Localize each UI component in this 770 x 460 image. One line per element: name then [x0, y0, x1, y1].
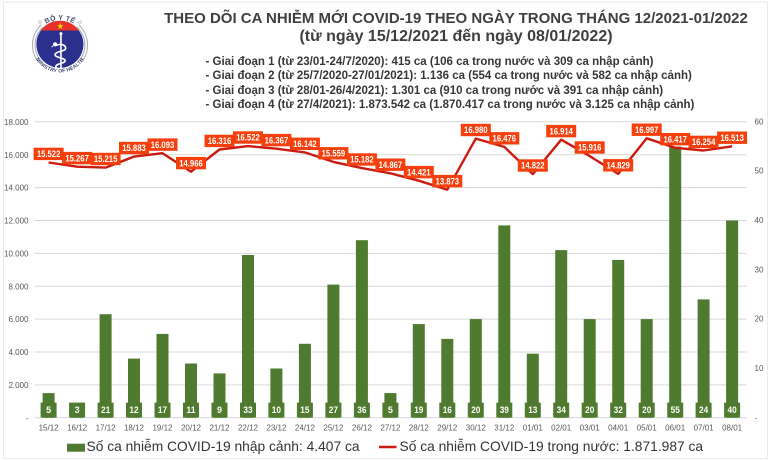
svg-text:60: 60	[755, 117, 764, 126]
svg-text:13.873: 13.873	[436, 176, 460, 186]
svg-text:20: 20	[755, 315, 764, 324]
svg-text:50: 50	[755, 167, 764, 176]
svg-text:05/01: 05/01	[637, 424, 658, 433]
svg-text:03/01: 03/01	[580, 424, 601, 433]
svg-text:6.000: 6.000	[8, 315, 29, 324]
svg-text:10.000: 10.000	[4, 250, 29, 259]
svg-text:28/12: 28/12	[409, 424, 430, 433]
svg-text:12.000: 12.000	[4, 217, 29, 226]
svg-text:20: 20	[471, 405, 480, 415]
svg-text:14.822: 14.822	[521, 161, 545, 171]
svg-text:8.000: 8.000	[8, 282, 29, 291]
svg-text:16.476: 16.476	[493, 134, 517, 144]
svg-text:32: 32	[614, 405, 623, 415]
svg-text:36: 36	[357, 405, 366, 415]
svg-text:19: 19	[414, 405, 423, 415]
svg-text:Số ca nhiễm COVID-19 trong nướ: Số ca nhiễm COVID-19 trong nước: 1.871.9…	[400, 438, 704, 454]
svg-text:27/12: 27/12	[380, 424, 401, 433]
svg-text:14.966: 14.966	[179, 158, 203, 168]
svg-text:16.914: 16.914	[549, 126, 573, 136]
svg-text:16.417: 16.417	[663, 134, 687, 144]
svg-text:16: 16	[443, 405, 452, 415]
svg-text:14.829: 14.829	[606, 161, 630, 171]
svg-text:33: 33	[243, 405, 252, 415]
svg-text:5: 5	[46, 405, 51, 415]
svg-text:34: 34	[557, 405, 566, 415]
svg-text:40: 40	[755, 216, 764, 225]
svg-text:14.421: 14.421	[407, 167, 431, 177]
svg-text:16.997: 16.997	[635, 125, 659, 135]
svg-text:15/12: 15/12	[39, 424, 60, 433]
svg-text:30/12: 30/12	[466, 424, 487, 433]
svg-text:21: 21	[101, 405, 110, 415]
svg-text:24/12: 24/12	[295, 424, 316, 433]
svg-text:16.254: 16.254	[692, 137, 716, 147]
svg-text:14.000: 14.000	[4, 184, 29, 193]
svg-text:23/12: 23/12	[266, 424, 287, 433]
svg-text:2.000: 2.000	[8, 381, 29, 390]
svg-text:15.215: 15.215	[94, 154, 118, 164]
svg-text:21/12: 21/12	[209, 424, 230, 433]
svg-text:25/12: 25/12	[323, 424, 344, 433]
svg-text:15.559: 15.559	[322, 149, 346, 159]
svg-text:04/01: 04/01	[608, 424, 629, 433]
svg-text:16.316: 16.316	[208, 136, 232, 146]
svg-text:24: 24	[699, 405, 708, 415]
svg-text:-: -	[26, 414, 29, 423]
svg-text:15.182: 15.182	[350, 155, 374, 165]
svg-text:15.522: 15.522	[37, 149, 61, 159]
svg-text:08/01: 08/01	[722, 424, 743, 433]
svg-text:16.000: 16.000	[4, 151, 29, 160]
svg-text:17: 17	[158, 405, 167, 415]
svg-text:5: 5	[388, 405, 393, 415]
svg-text:07/01: 07/01	[694, 424, 715, 433]
svg-text:11: 11	[186, 405, 195, 415]
svg-text:29/12: 29/12	[437, 424, 458, 433]
svg-text:9: 9	[217, 405, 222, 415]
svg-text:15.883: 15.883	[122, 143, 146, 153]
svg-text:17/12: 17/12	[96, 424, 117, 433]
svg-text:27: 27	[329, 405, 338, 415]
svg-text:26/12: 26/12	[352, 424, 373, 433]
svg-text:16/12: 16/12	[67, 424, 88, 433]
svg-text:10: 10	[755, 364, 764, 373]
svg-text:16.522: 16.522	[236, 133, 260, 143]
svg-text:Số ca nhiễm COVID-19 nhập cảnh: Số ca nhiễm COVID-19 nhập cảnh: 4.407 ca	[87, 438, 360, 454]
svg-text:19/12: 19/12	[152, 424, 173, 433]
svg-text:-: -	[755, 413, 758, 422]
svg-text:31/12: 31/12	[494, 424, 515, 433]
svg-text:BỘ Y TẾ: BỘ Y TẾ	[44, 13, 78, 25]
svg-text:15.916: 15.916	[578, 143, 602, 153]
svg-text:01/01: 01/01	[523, 424, 544, 433]
svg-text:16.142: 16.142	[293, 139, 317, 149]
svg-text:16.367: 16.367	[265, 135, 289, 145]
svg-text:18.000: 18.000	[4, 118, 29, 127]
svg-text:06/01: 06/01	[665, 424, 686, 433]
svg-text:02/01: 02/01	[551, 424, 572, 433]
svg-text:40: 40	[728, 405, 737, 415]
svg-text:22/12: 22/12	[238, 424, 259, 433]
svg-text:14.867: 14.867	[379, 160, 403, 170]
svg-text:16.513: 16.513	[720, 133, 744, 143]
svg-text:39: 39	[500, 405, 509, 415]
svg-text:16.980: 16.980	[464, 125, 488, 135]
svg-text:10: 10	[272, 405, 281, 415]
svg-text:13: 13	[528, 405, 537, 415]
svg-text:4.000: 4.000	[8, 348, 29, 357]
svg-text:15: 15	[300, 405, 309, 415]
svg-text:20: 20	[642, 405, 651, 415]
svg-text:3: 3	[75, 405, 80, 415]
svg-text:20: 20	[585, 405, 594, 415]
svg-text:20/12: 20/12	[181, 424, 202, 433]
svg-text:15.267: 15.267	[65, 153, 89, 163]
svg-text:30: 30	[755, 265, 764, 274]
svg-text:55: 55	[671, 405, 680, 415]
svg-text:18/12: 18/12	[124, 424, 145, 433]
svg-text:12: 12	[129, 405, 138, 415]
svg-text:16.093: 16.093	[151, 140, 175, 150]
